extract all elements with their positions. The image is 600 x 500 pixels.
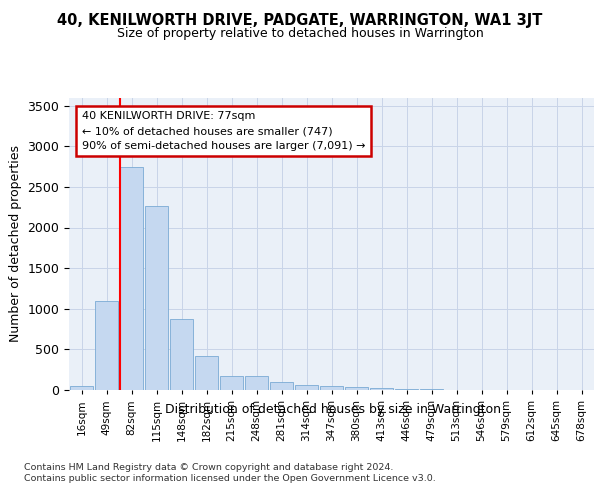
Bar <box>395 389 418 390</box>
Text: 40, KENILWORTH DRIVE, PADGATE, WARRINGTON, WA1 3JT: 40, KENILWORTH DRIVE, PADGATE, WARRINGTO… <box>58 12 542 28</box>
Text: Contains public sector information licensed under the Open Government Licence v3: Contains public sector information licen… <box>24 474 436 483</box>
Bar <box>270 382 293 390</box>
Bar <box>295 385 318 390</box>
Bar <box>245 376 268 390</box>
Y-axis label: Number of detached properties: Number of detached properties <box>9 145 22 342</box>
Bar <box>170 320 193 390</box>
Bar <box>320 386 343 390</box>
Bar <box>220 376 243 390</box>
Text: 40 KENILWORTH DRIVE: 77sqm
← 10% of detached houses are smaller (747)
90% of sem: 40 KENILWORTH DRIVE: 77sqm ← 10% of deta… <box>82 112 365 151</box>
Bar <box>95 300 118 390</box>
Text: Size of property relative to detached houses in Warrington: Size of property relative to detached ho… <box>116 28 484 40</box>
Bar <box>420 389 443 390</box>
Bar <box>120 166 143 390</box>
Bar <box>70 386 93 390</box>
Bar <box>195 356 218 390</box>
Text: Contains HM Land Registry data © Crown copyright and database right 2024.: Contains HM Land Registry data © Crown c… <box>24 462 394 471</box>
Text: Distribution of detached houses by size in Warrington: Distribution of detached houses by size … <box>165 402 501 415</box>
Bar <box>345 387 368 390</box>
Bar <box>370 388 393 390</box>
Bar <box>145 206 168 390</box>
